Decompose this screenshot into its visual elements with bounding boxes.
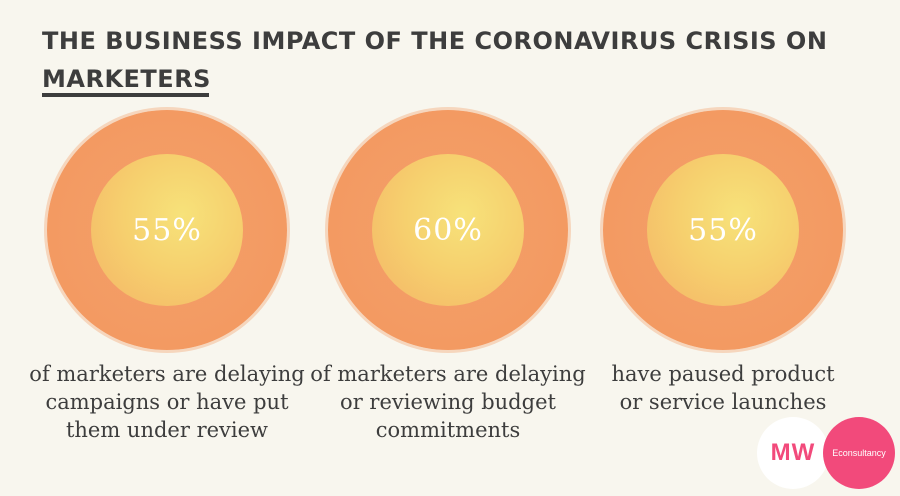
stat-circle-1: 55% — [47, 110, 287, 350]
stat-circle-2: 60% — [328, 110, 568, 350]
stat-value-2: 60% — [413, 212, 483, 248]
mw-logo: MW — [757, 417, 829, 489]
title-underline — [42, 93, 209, 97]
stat-caption-1: of marketers are delaying campaigns or h… — [29, 362, 305, 442]
stat-circle-3: 55% — [603, 110, 843, 350]
stat-caption-2: of marketers are delaying or reviewing b… — [310, 362, 586, 442]
stat-inner-circle-2 — [372, 154, 524, 306]
page-title: THE BUSINESS IMPACT OF THE CORONAVIRUS C… — [42, 22, 862, 98]
stat-value-1: 55% — [132, 212, 202, 248]
stat-caption-3: have paused product or service launches — [611, 362, 835, 414]
econsultancy-logo: Econsultancy — [823, 417, 895, 489]
stat-value-3: 55% — [688, 212, 758, 248]
title-line-1: THE BUSINESS IMPACT OF THE CORONAVIRUS C… — [42, 27, 828, 55]
title-line-2: MARKETERS — [42, 65, 211, 93]
stat-inner-circle-1 — [91, 154, 243, 306]
stat-inner-circle-3 — [647, 154, 799, 306]
